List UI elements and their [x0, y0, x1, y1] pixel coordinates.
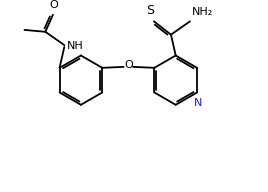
Text: NH₂: NH₂: [192, 7, 213, 17]
Text: N: N: [194, 98, 202, 108]
Text: O: O: [50, 0, 58, 10]
Text: S: S: [146, 4, 154, 17]
Text: NH: NH: [67, 41, 84, 51]
Text: O: O: [124, 60, 133, 70]
